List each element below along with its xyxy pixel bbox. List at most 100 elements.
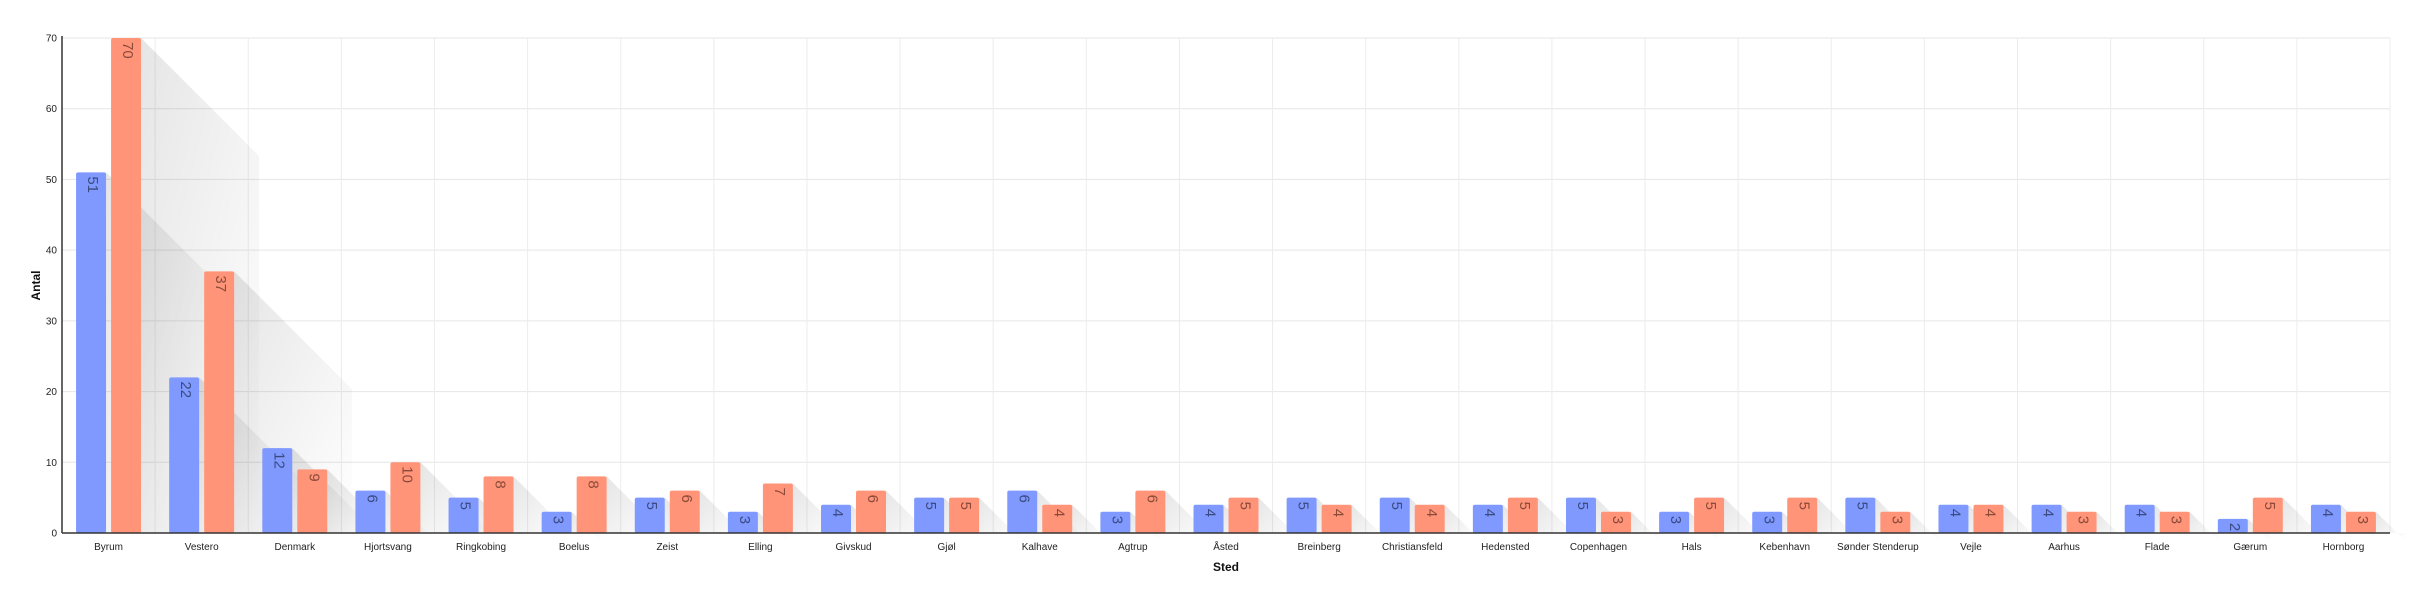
bar-shadow [1444, 504, 1481, 541]
x-tick-label: Breinberg [1297, 542, 1340, 553]
data-label: 4 [829, 509, 846, 517]
data-label: 4 [1202, 509, 1219, 517]
bar-series1 [2217, 518, 2248, 533]
data-label: 4 [1423, 509, 1440, 517]
data-label: 4 [1330, 509, 1347, 517]
bar-series1 [2031, 504, 2062, 533]
x-tick-label: Denmark [275, 542, 317, 553]
bar-shadow [1817, 497, 1860, 540]
bar-series1 [914, 497, 945, 533]
data-label: 70 [119, 42, 136, 59]
x-tick-label: Hjortsvang [364, 542, 412, 553]
bar-series2 [1414, 504, 1445, 533]
bar-series1 [1845, 497, 1876, 533]
x-tick-label: Sønder Stenderup [1837, 542, 1919, 553]
x-tick-label: Agtrup [1118, 542, 1148, 553]
data-label: 9 [305, 473, 322, 481]
x-tick-label: Aarhus [2048, 542, 2080, 553]
bar-shadow [2375, 511, 2406, 541]
bar-series2 [576, 476, 607, 533]
bar-series2 [949, 497, 980, 533]
bar-shadow [1072, 504, 1108, 541]
x-tick-label: Elling [748, 542, 772, 553]
bar-shadow [979, 497, 1021, 540]
data-label: 3 [1667, 516, 1684, 524]
data-label: 5 [457, 502, 474, 510]
x-axis-title: Sted [1213, 560, 1239, 574]
data-label: 5 [1388, 502, 1405, 510]
data-label: 6 [864, 495, 881, 503]
bar-shadow [886, 490, 935, 539]
x-tick-label: Byrum [94, 542, 123, 553]
bar-shadow [1165, 490, 1214, 539]
bar-series1 [541, 511, 572, 533]
x-tick-label: Copenhagen [1570, 542, 1627, 553]
data-label: 6 [678, 495, 695, 503]
bar-series1 [1007, 490, 1038, 533]
bar-series1 [1286, 497, 1317, 533]
bar-series1 [262, 448, 293, 533]
bar-series2 [1321, 504, 1352, 533]
bar-series2 [483, 476, 514, 533]
y-axis-title: Antal [29, 271, 43, 301]
bar-series1 [1100, 511, 1131, 533]
data-label: 8 [585, 480, 602, 488]
bar-series2 [1600, 511, 1631, 533]
bar-series2 [111, 38, 142, 533]
y-tick-label: 70 [46, 34, 58, 45]
bar-series1 [2124, 504, 2155, 533]
data-label: 5 [1516, 502, 1533, 510]
bar-series2 [669, 490, 700, 533]
y-tick-label: 30 [46, 316, 58, 327]
data-label: 10 [398, 466, 415, 483]
bar-series2 [1135, 490, 1166, 533]
data-label: 3 [550, 516, 567, 524]
data-label: 3 [2168, 516, 2185, 524]
data-label: 4 [2040, 509, 2057, 517]
bar-series1 [2310, 504, 2341, 533]
data-label: 3 [736, 516, 753, 524]
x-tick-label: Vestero [185, 542, 219, 553]
data-label: 5 [1795, 502, 1812, 510]
bar-series1 [1193, 504, 1224, 533]
y-tick-label: 20 [46, 387, 58, 398]
x-tick-label: Zeist [656, 542, 678, 553]
x-tick-label: Åsted [1213, 540, 1239, 553]
data-label: 5 [1853, 502, 1870, 510]
data-label: 37 [212, 275, 229, 292]
grid [61, 37, 2391, 534]
bar-series1 [76, 172, 107, 533]
bar-series2 [2252, 497, 2283, 533]
axes: 0 10 20 30 40 50 60 70 Byrum Vestero Denmark Hjorts… [46, 34, 2390, 553]
y-tick-label: 60 [46, 104, 58, 115]
data-label: 5 [2261, 502, 2278, 510]
bar-series1 [634, 497, 665, 533]
y-tick-label: 10 [46, 458, 58, 469]
bar-series2 [1042, 504, 1073, 533]
bar-series1 [1565, 497, 1596, 533]
data-label: 22 [177, 381, 194, 398]
bar-shadow [699, 490, 748, 539]
data-label: 3 [1760, 516, 1777, 524]
bar-shadow [513, 476, 575, 538]
y-tick-label: 40 [46, 246, 58, 257]
bar-shadow [2003, 504, 2039, 541]
data-label: 4 [1981, 509, 1998, 517]
bar-shadow [2282, 497, 2325, 540]
x-tick-label: Ringkobing [456, 542, 506, 553]
data-label: 4 [1946, 509, 1963, 517]
data-label: 3 [2354, 516, 2371, 524]
data-label: 4 [2133, 509, 2150, 517]
bars [76, 38, 2376, 533]
data-label: 3 [1888, 516, 1905, 524]
bar-series2 [204, 271, 235, 533]
data-label: 6 [363, 495, 380, 503]
bar-series2 [1973, 504, 2004, 533]
data-label: 5 [957, 502, 974, 510]
bar-series2 [2345, 511, 2376, 533]
data-label: 3 [1609, 516, 1626, 524]
bar-series1 [1659, 511, 1690, 533]
x-tick-label: Kebenhavn [1759, 542, 1810, 553]
data-label: 6 [1015, 495, 1032, 503]
